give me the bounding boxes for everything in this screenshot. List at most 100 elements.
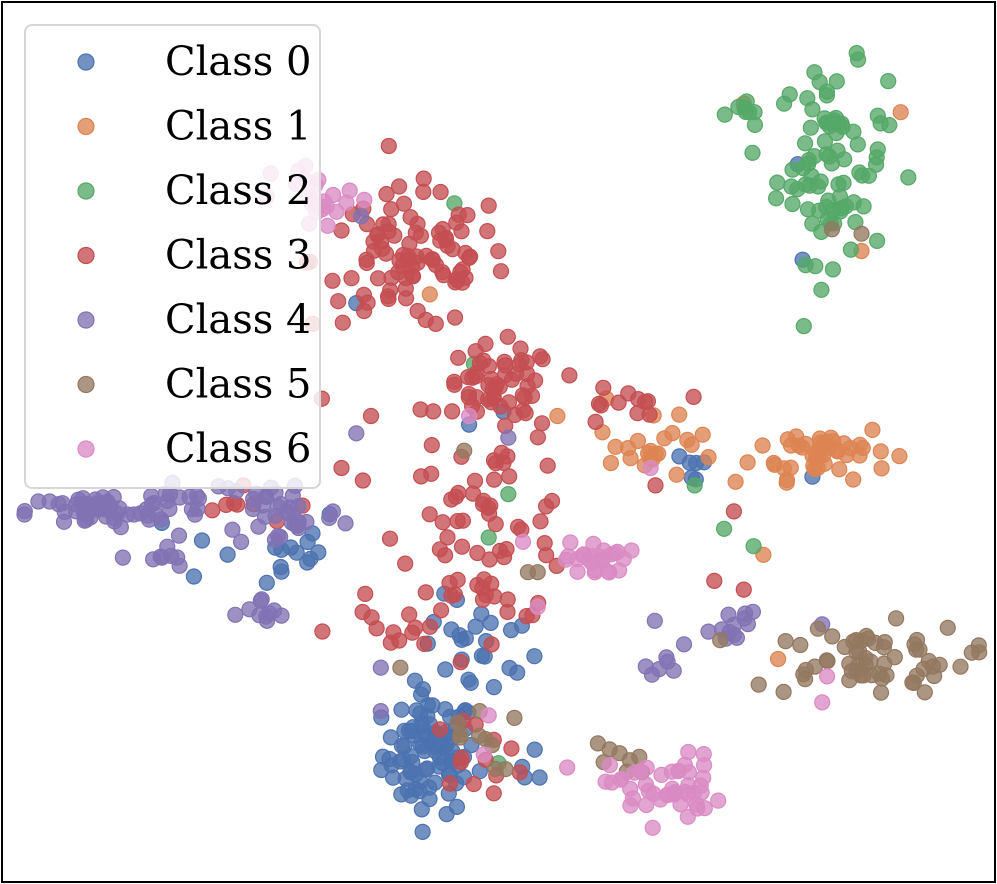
point-class-3: [434, 264, 451, 281]
point-class-2: [818, 87, 836, 104]
point-class-3: [404, 267, 421, 284]
point-class-4: [288, 516, 305, 533]
point-class-4: [188, 487, 205, 504]
point-class-3: [383, 269, 400, 286]
point-class-3: [391, 178, 408, 195]
point-class-3: [629, 405, 646, 422]
point-class-6: [585, 535, 602, 553]
point-class-1: [806, 460, 823, 478]
point-class-6: [622, 780, 639, 797]
point-class-1: [754, 437, 771, 454]
legend-marker-class-6: [77, 440, 95, 458]
point-class-3: [459, 207, 476, 224]
point-class-2: [744, 144, 761, 161]
point-class-5: [875, 639, 893, 656]
point-class-5: [823, 221, 841, 238]
point-class-3: [706, 572, 723, 590]
point-class-4: [270, 527, 287, 545]
point-class-6: [319, 217, 336, 234]
point-class-5: [497, 760, 514, 778]
point-class-4: [372, 659, 389, 676]
point-class-4: [372, 702, 389, 720]
point-class-0: [438, 805, 455, 823]
point-class-3: [204, 502, 221, 519]
point-class-4: [171, 557, 188, 574]
point-class-3: [486, 588, 503, 605]
point-class-3: [324, 272, 341, 289]
point-class-3: [506, 406, 524, 423]
point-class-2: [842, 241, 860, 258]
point-class-6: [644, 819, 661, 836]
point-class-3: [487, 515, 504, 533]
point-class-0: [414, 681, 432, 698]
point-class-4: [257, 508, 274, 525]
point-class-4: [348, 425, 365, 442]
point-class-3: [592, 397, 610, 414]
point-class-3: [370, 270, 387, 287]
point-class-3: [355, 286, 372, 303]
point-class-2: [783, 178, 800, 195]
point-class-1: [835, 435, 853, 452]
point-class-6: [818, 668, 836, 685]
legend-marker-class-0: [77, 53, 95, 71]
point-class-0: [671, 448, 688, 465]
point-class-1: [421, 286, 438, 303]
point-class-1: [873, 460, 890, 477]
point-class-4: [646, 612, 663, 629]
point-class-6: [574, 547, 591, 564]
point-class-6: [529, 598, 546, 616]
point-class-3: [334, 314, 351, 331]
point-class-1: [602, 454, 620, 472]
legend-label-class-1: Class 1: [165, 104, 311, 150]
point-class-5: [806, 658, 824, 675]
point-class-2: [480, 529, 497, 546]
point-class-5: [750, 676, 767, 693]
point-class-3: [533, 415, 551, 432]
point-class-2: [795, 318, 812, 335]
point-class-2: [745, 538, 762, 555]
point-class-5: [939, 619, 956, 636]
point-class-5: [858, 627, 875, 645]
point-class-0: [185, 568, 202, 585]
point-class-3: [735, 581, 752, 598]
point-class-5: [952, 658, 969, 675]
point-class-5: [589, 735, 607, 752]
point-class-3: [480, 499, 497, 516]
point-class-3: [421, 506, 438, 523]
point-class-2: [855, 198, 872, 215]
point-class-0: [393, 701, 410, 718]
point-class-5: [843, 662, 860, 680]
point-class-6: [814, 694, 831, 711]
point-class-0: [382, 729, 399, 746]
point-class-3: [453, 538, 471, 555]
point-class-3: [453, 749, 470, 767]
point-class-5: [824, 628, 841, 645]
point-class-3: [370, 226, 387, 243]
legend-marker-class-3: [77, 246, 95, 265]
legend-box: [24, 24, 321, 489]
point-class-3: [444, 403, 461, 420]
point-class-3: [587, 413, 604, 430]
point-class-2: [816, 133, 834, 150]
point-class-3: [479, 223, 496, 240]
point-class-4: [675, 636, 693, 653]
point-class-0: [219, 546, 236, 563]
point-class-5: [809, 620, 827, 637]
point-class-0: [462, 674, 479, 691]
point-class-3: [498, 540, 515, 558]
point-class-3: [513, 352, 530, 369]
point-class-6: [601, 757, 619, 774]
point-class-4: [227, 606, 244, 623]
point-class-1: [845, 471, 862, 488]
point-class-0: [509, 664, 526, 681]
point-class-4: [83, 498, 101, 515]
legend: Class 0 Class 1 Class 2 Class 3 Class 4 Class…: [24, 24, 321, 489]
point-class-3: [314, 623, 331, 640]
point-class-2: [796, 135, 814, 152]
point-class-0: [381, 750, 398, 768]
point-class-6: [695, 769, 712, 786]
legend-label-class-0: Class 0: [165, 39, 311, 85]
point-class-3: [333, 459, 350, 477]
point-class-1: [679, 431, 696, 448]
point-class-4: [50, 496, 67, 513]
